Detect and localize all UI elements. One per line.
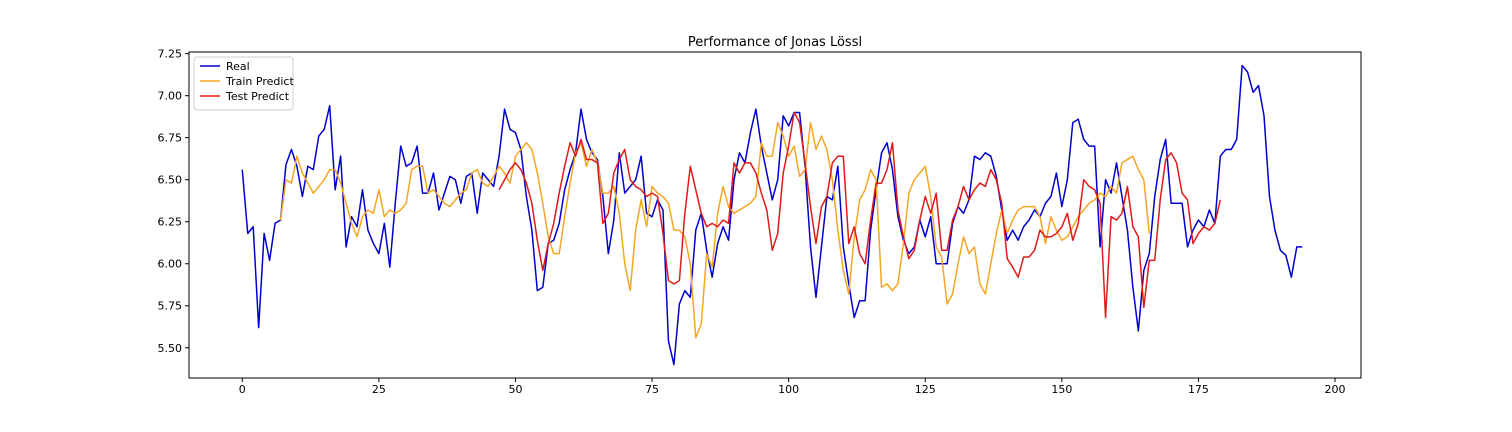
x-tick-label: 75 [645, 383, 659, 396]
y-tick-label: 5.50 [158, 342, 183, 355]
series-line-real [241, 64, 1303, 366]
x-axis: 0 25 50 75 100 125 150 175 200 [239, 378, 1346, 396]
x-tick-label: 175 [1188, 383, 1209, 396]
y-tick-label: 6.00 [158, 258, 183, 271]
y-tick-label: 7.25 [158, 48, 183, 61]
series-line-train-predict [279, 121, 1151, 339]
legend-label-test-predict: Test Predict [225, 90, 290, 103]
plot-area-frame [188, 51, 1362, 379]
x-tick-label: 0 [239, 383, 246, 396]
y-tick-label: 5.75 [158, 300, 183, 313]
y-tick-label: 6.25 [158, 216, 183, 229]
legend-label-train-predict: Train Predict [225, 75, 294, 88]
y-axis: 5.50 5.75 6.00 6.25 6.50 6.75 7.00 7.25 [158, 48, 189, 355]
x-tick-label: 200 [1325, 383, 1346, 396]
legend: Real Train Predict Test Predict [193, 56, 294, 111]
y-tick-label: 7.00 [158, 90, 183, 103]
x-tick-label: 50 [508, 383, 522, 396]
x-tick-label: 100 [778, 383, 799, 396]
legend-label-real: Real [226, 60, 250, 73]
x-tick-label: 125 [915, 383, 936, 396]
y-tick-label: 6.75 [158, 132, 183, 145]
series-layer [241, 64, 1303, 366]
y-tick-label: 6.50 [158, 174, 183, 187]
chart-title: Performance of Jonas Lössl [688, 35, 862, 50]
x-tick-label: 25 [372, 383, 386, 396]
x-tick-label: 150 [1051, 383, 1072, 396]
series-line-test-predict [498, 111, 1222, 319]
